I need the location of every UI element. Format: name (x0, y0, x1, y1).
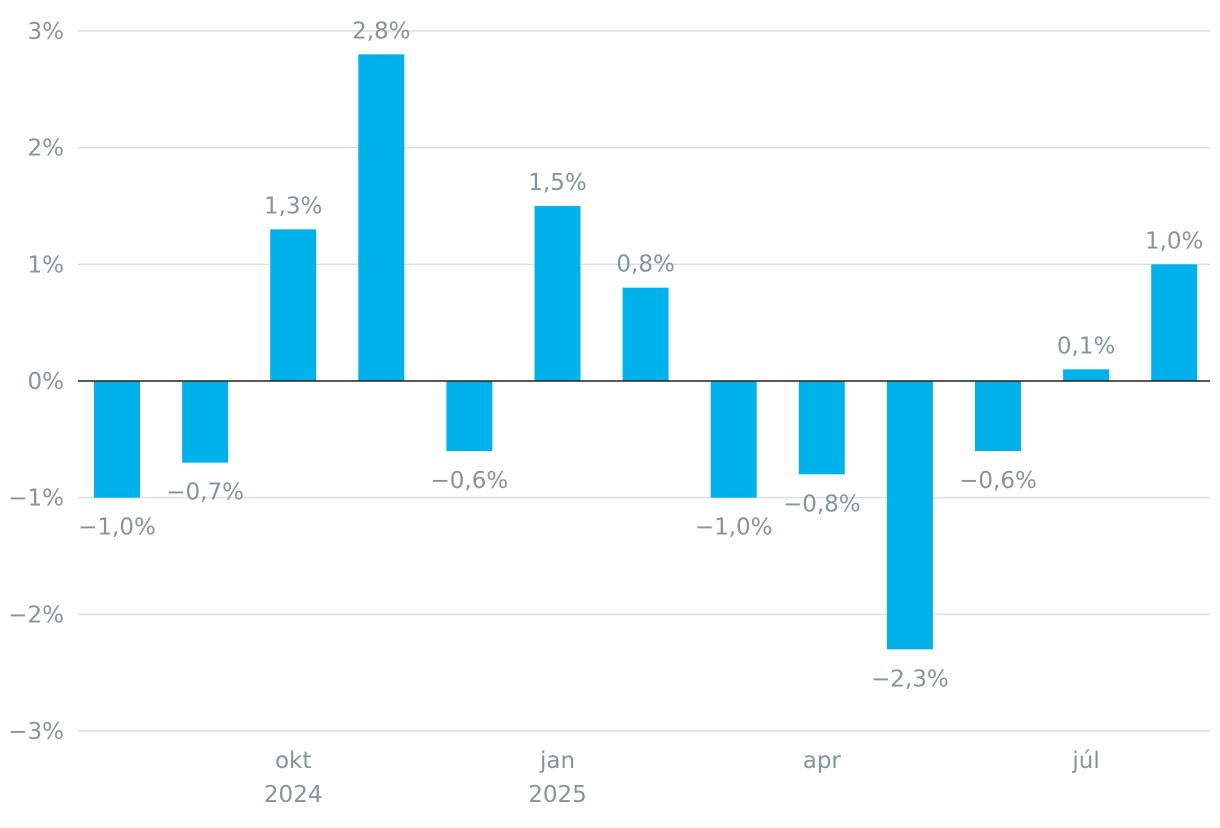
y-tick-label: −2% (8, 602, 64, 628)
x-tick-label: apr (803, 748, 842, 774)
x-tick-label: 2025 (528, 782, 587, 808)
y-tick-label: 0% (28, 369, 65, 395)
gridlines (78, 30, 1210, 732)
data-label: −1,0% (78, 515, 156, 541)
x-axis-ticks: okt 2024 jan 2025 apr júl (264, 748, 1100, 808)
bar (798, 381, 845, 475)
y-tick-label: 1% (28, 252, 65, 278)
x-tick-label: 2024 (264, 782, 323, 808)
bar (534, 206, 581, 381)
data-labels: −1,0% −0,7% 1,3% 2,8% −0,6% 1,5% 0,8% −1,0% −0,8… (78, 18, 1203, 692)
data-label: 2,8% (352, 18, 410, 44)
bar (446, 381, 493, 451)
bar (975, 381, 1021, 451)
bar (886, 381, 933, 650)
data-label: −2,3% (871, 666, 949, 692)
bar (710, 381, 757, 498)
bar (270, 229, 317, 381)
y-tick-label: −3% (8, 719, 64, 745)
bar (1063, 369, 1110, 381)
bars (94, 54, 1198, 650)
bar (1151, 264, 1198, 381)
data-label: 1,0% (1145, 228, 1203, 254)
bar (94, 381, 140, 498)
data-label: 0,1% (1057, 333, 1115, 359)
data-label: −1,0% (695, 515, 773, 541)
x-tick-label: júl (1071, 748, 1099, 774)
data-label: −0,8% (783, 491, 861, 517)
data-label: 0,8% (616, 252, 674, 278)
data-label: −0,6% (959, 468, 1037, 494)
y-tick-label: 2% (28, 136, 65, 162)
bar (182, 381, 229, 463)
bar (622, 287, 669, 381)
x-tick-label: okt (275, 748, 311, 774)
data-label: −0,6% (431, 468, 509, 494)
x-tick-label: jan (539, 748, 575, 774)
y-tick-label: 3% (28, 19, 65, 45)
y-axis-ticks: 3% 2% 1% 0% −1% −2% −3% (8, 19, 64, 745)
data-label: 1,5% (528, 170, 586, 196)
data-label: −0,7% (166, 480, 244, 506)
data-label: 1,3% (264, 193, 322, 219)
bar (358, 54, 405, 381)
y-tick-label: −1% (8, 486, 64, 512)
